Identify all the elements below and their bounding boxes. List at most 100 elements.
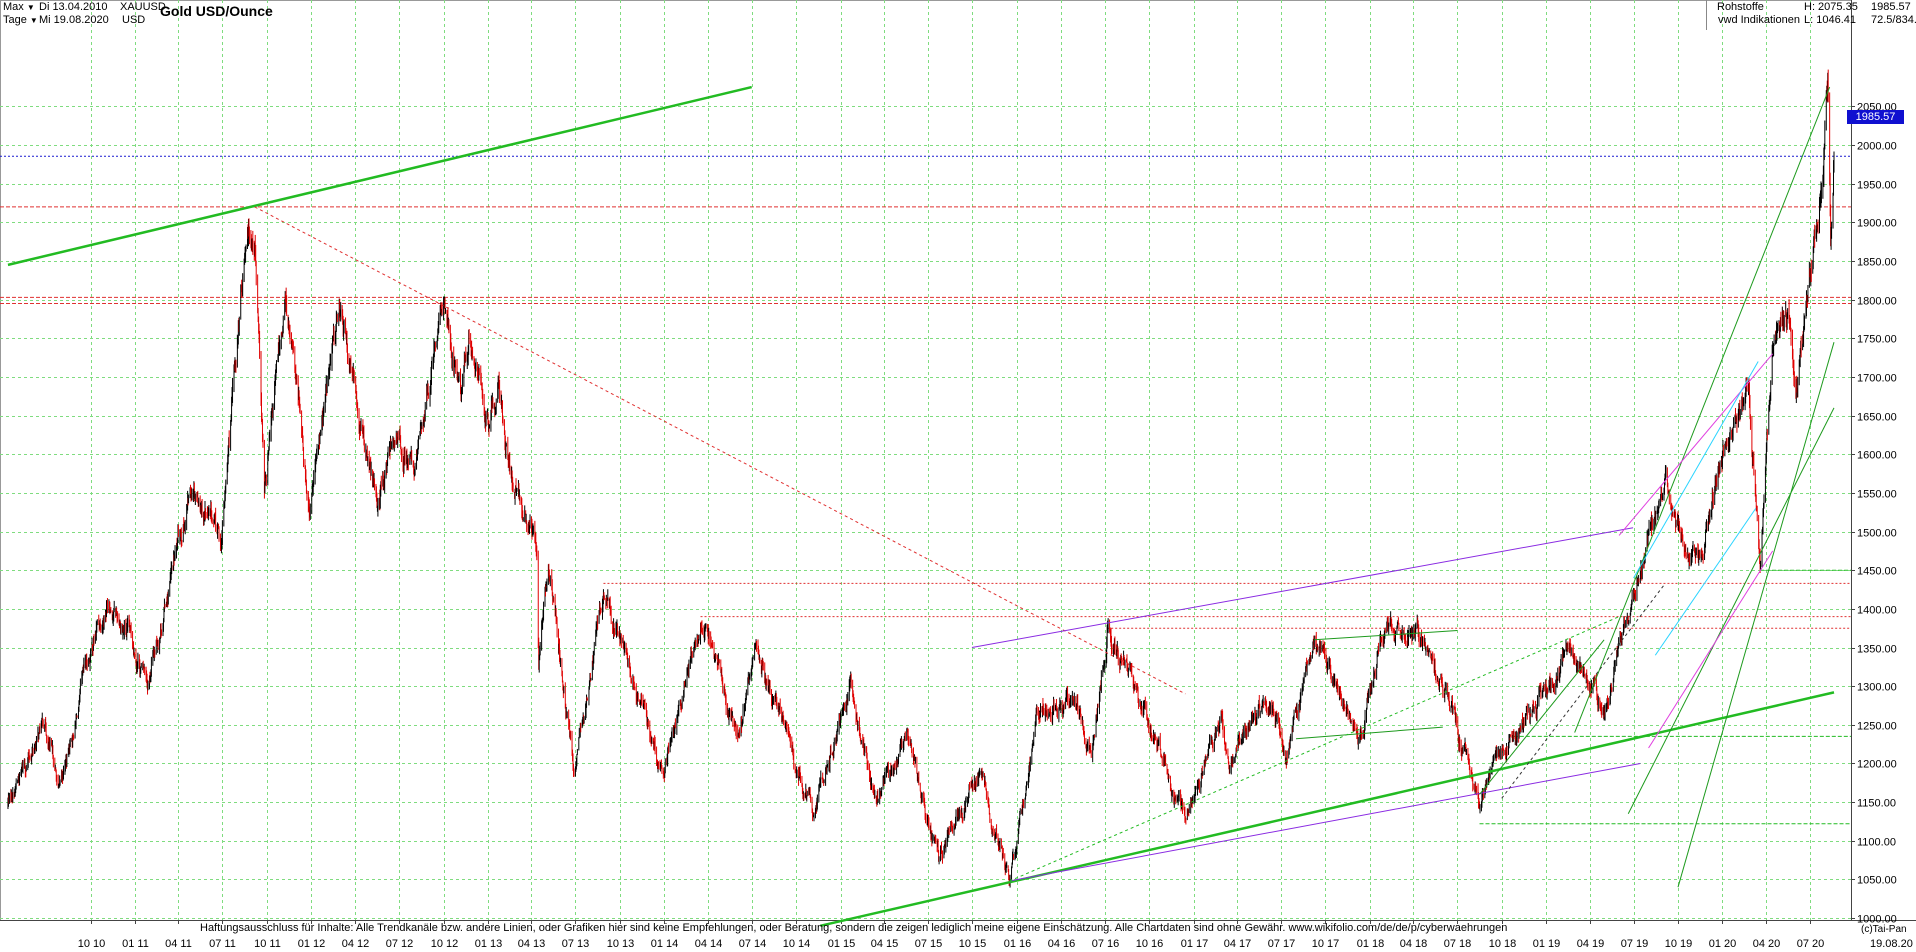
low-value: L: 1046.41 — [1804, 14, 1856, 26]
y-tick-label: 1400.00 — [1857, 605, 1897, 617]
x-tick-label: 01 15 — [827, 938, 856, 950]
x-tick-label: 01 18 — [1356, 938, 1385, 950]
currency-label: USD — [122, 14, 146, 26]
y-tick-label: 1650.00 — [1857, 412, 1897, 424]
y-tick-label: 1500.00 — [1857, 528, 1897, 540]
y-tick-label: 2000.00 — [1857, 141, 1897, 153]
disclaimer-text: Haftungsausschluss für Inhalte: Alle Tre… — [200, 922, 1508, 934]
x-tick-label: 01 16 — [1003, 938, 1032, 950]
x-tick-label: 01 19 — [1532, 938, 1561, 950]
copyright-label: (c)Tai-Pan — [1861, 924, 1907, 935]
y-tick-label: 1100.00 — [1857, 837, 1896, 849]
x-tick-label: 04 18 — [1399, 938, 1428, 950]
end-date: Mi 19.08.2020 — [39, 14, 109, 26]
x-tick-label: 07 12 — [385, 938, 414, 950]
x-tick-label: 07 15 — [914, 938, 943, 950]
trend-line — [1009, 762, 1641, 882]
trend-line — [7, 85, 752, 267]
x-tick-label: 07 14 — [738, 938, 767, 950]
plot-frame — [0, 0, 1852, 921]
trend-line — [1677, 342, 1835, 888]
x-tick-label: 01 13 — [474, 938, 503, 950]
page-title: Gold USD/Ounce — [160, 3, 273, 19]
y-tick-label: 1750.00 — [1857, 334, 1897, 346]
ratio-value: 72.5/834.4 — [1871, 14, 1916, 26]
trend-line — [1295, 726, 1443, 740]
trend-line — [1574, 86, 1831, 733]
x-tick-label: 10 11 — [254, 938, 281, 950]
last-price-badge: 1985.57 — [1847, 110, 1904, 124]
trend-line — [820, 691, 1835, 928]
category-label: Rohstoffe — [1717, 1, 1764, 13]
chevron-down-icon: ▼ — [26, 3, 35, 12]
x-tick-label: 04 20 — [1752, 938, 1781, 950]
y-tick-label: 1350.00 — [1857, 644, 1897, 656]
info-separator — [1706, 0, 1707, 30]
x-tick-label: 07 16 — [1091, 938, 1120, 950]
y-tick-label: 1950.00 — [1857, 180, 1897, 192]
period-label: Tage — [3, 14, 27, 26]
trend-lines — [7, 85, 1835, 928]
x-tick-label: 10 12 — [430, 938, 459, 950]
x-tick-label: 04 13 — [517, 938, 546, 950]
x-tick-label: 04 17 — [1223, 938, 1252, 950]
y-tick-label: 1250.00 — [1857, 721, 1897, 733]
trend-line — [1633, 361, 1759, 579]
x-tick-label: 04 12 — [341, 938, 370, 950]
x-tick-label: 04 16 — [1047, 938, 1076, 950]
candlestick-series — [7, 69, 1835, 888]
chart-grid — [0, 0, 1916, 924]
x-tick-label: 01 17 — [1180, 938, 1209, 950]
x-tick-label: 01 12 — [297, 938, 326, 950]
y-tick-label: 1800.00 — [1857, 296, 1897, 308]
x-tick-label: 04 19 — [1576, 938, 1605, 950]
period-selector[interactable]: Tage ▼ — [3, 14, 38, 27]
x-tick-label: 04 11 — [165, 938, 192, 950]
y-tick-label: 1300.00 — [1857, 682, 1897, 694]
x-tick-label: 07 20 — [1796, 938, 1825, 950]
x-tick-label: 10 15 — [958, 938, 987, 950]
x-tick-label: 10 10 — [77, 938, 106, 950]
y-tick-label: 1600.00 — [1857, 450, 1897, 462]
chevron-down-icon: ▼ — [29, 16, 38, 25]
y-axis-ticks: 1000.00 1050.00 1100.00 1150.00 1200.00 1250.… — [1851, 102, 1897, 926]
x-tick-label: 10 16 — [1135, 938, 1164, 950]
y-tick-label: 1200.00 — [1857, 759, 1897, 771]
x-tick-label: 10 14 — [782, 938, 811, 950]
x-tick-label: 07 13 — [561, 938, 590, 950]
y-tick-label: 1150.00 — [1857, 798, 1896, 810]
x-tick-label: 01 20 — [1708, 938, 1737, 950]
trend-line — [1501, 585, 1664, 799]
trend-line — [1648, 550, 1774, 749]
symbol-label: XAUUSD — [120, 1, 166, 13]
range-label: Max — [3, 1, 24, 13]
trend-line — [1009, 616, 1620, 882]
x-tick-label: 07 18 — [1443, 938, 1472, 950]
range-selector[interactable]: Max ▼ — [3, 1, 35, 14]
y-tick-label: 1850.00 — [1857, 257, 1897, 269]
x-tick-label: 04 14 — [694, 938, 723, 950]
last-value: 1985.57 — [1871, 1, 1911, 13]
y-tick-label: 1900.00 — [1857, 218, 1897, 230]
x-tick-label: 10 18 — [1488, 938, 1517, 950]
trend-line — [1479, 639, 1605, 795]
y-tick-label: 1000.00 — [1857, 914, 1897, 926]
trend-line — [254, 206, 1186, 695]
trend-line — [1314, 630, 1458, 641]
horizontal-lines — [0, 155, 1851, 825]
x-tick-label: 07 11 — [209, 938, 236, 950]
trend-line — [1654, 508, 1757, 656]
trend-line — [1618, 353, 1774, 536]
end-date-label: 19.08.20 — [1870, 938, 1913, 950]
trend-line — [971, 527, 1634, 649]
high-value: H: 2075.35 — [1804, 1, 1858, 13]
x-tick-label: 04 15 — [870, 938, 899, 950]
x-tick-label: 10 13 — [606, 938, 635, 950]
x-tick-label: 10 19 — [1664, 938, 1693, 950]
x-tick-label: 01 14 — [650, 938, 679, 950]
source-label: vwd Indikationen — [1718, 14, 1800, 26]
x-tick-label: 01 11 — [122, 938, 149, 950]
y-tick-label: 1450.00 — [1857, 566, 1897, 578]
trend-line — [1627, 407, 1835, 814]
